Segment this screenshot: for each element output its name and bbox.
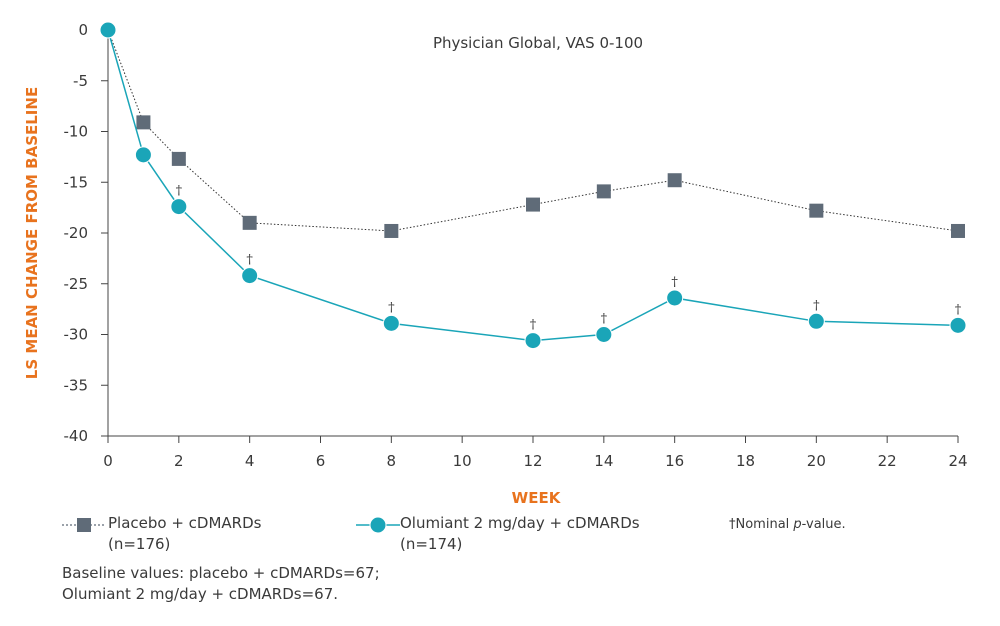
significance-dagger: † — [530, 318, 537, 333]
footnote-italic: p — [793, 517, 802, 532]
legend-placebo-label: Placebo + cDMARDs (n=176) — [108, 513, 261, 555]
significance-dagger: † — [246, 253, 253, 268]
x-tick-label: 20 — [807, 452, 826, 470]
legend-placebo-name: Placebo + cDMARDs — [108, 514, 262, 532]
y-tick-label: -10 — [64, 123, 89, 141]
series-placebo — [99, 21, 965, 238]
legend-placebo: Placebo + cDMARDs (n=176) — [60, 513, 300, 557]
footnote-suffix: -value. — [801, 517, 846, 532]
significance-dagger: † — [671, 275, 678, 290]
y-axis-title: LS MEAN CHANGE FROM BASELINE — [23, 87, 41, 379]
significance-dagger: † — [176, 184, 183, 199]
x-tick-label: 14 — [594, 452, 613, 470]
data-point — [136, 115, 151, 130]
x-tick-label: 8 — [387, 452, 397, 470]
data-point — [807, 312, 825, 330]
legend-placebo-symbol — [62, 518, 106, 532]
baseline-line-2: Olumiant 2 mg/day + cDMARDs=67. — [62, 585, 339, 603]
y-tick-label: -40 — [64, 427, 89, 445]
legend-olumiant-n: (n=174) — [400, 535, 463, 553]
data-point — [134, 146, 152, 164]
data-point — [596, 184, 611, 199]
x-axis-title: WEEK — [512, 489, 562, 507]
data-point — [949, 316, 967, 334]
data-point — [99, 21, 117, 39]
x-tick-label: 0 — [103, 452, 113, 470]
series-layer: † † † † † † † † — [99, 21, 967, 350]
x-tick-label: 2 — [174, 452, 184, 470]
data-point — [384, 223, 399, 238]
chart-title: Physician Global, VAS 0-100 — [433, 34, 643, 52]
axes: 0-5-10-15-20-25-30-35-400 2 4 6 8 10 12 14 16 18 2… — [64, 21, 968, 470]
x-tick-label: 18 — [736, 452, 755, 470]
y-tick-label: -5 — [73, 72, 88, 90]
data-point — [242, 215, 257, 230]
x-tick-label: 12 — [523, 452, 542, 470]
data-point — [382, 314, 400, 332]
series-line — [107, 29, 959, 342]
footnote-prefix: †Nominal — [729, 517, 794, 532]
series-olumiant: † † † † † † † † — [99, 21, 967, 350]
x-tick-label: 6 — [316, 452, 326, 470]
legend-placebo-n: (n=176) — [108, 535, 171, 553]
data-point — [666, 289, 684, 307]
x-tick-label: 4 — [245, 452, 255, 470]
data-point — [524, 332, 542, 350]
significance-dagger: † — [955, 302, 962, 317]
data-point — [951, 223, 965, 238]
significance-dagger: † — [813, 298, 820, 313]
significance-dagger: † — [388, 300, 395, 315]
x-tick-label: 10 — [453, 452, 472, 470]
data-point — [667, 173, 682, 188]
data-point — [595, 326, 613, 343]
legend-olumiant-symbol — [356, 516, 400, 534]
footnote: †Nominal p-value. — [729, 517, 846, 532]
y-tick-label: 0 — [78, 21, 88, 39]
y-tick-label: -30 — [64, 326, 89, 344]
data-point — [809, 203, 824, 218]
x-tick-label: 24 — [948, 452, 967, 470]
legend-olumiant: Olumiant 2 mg/day + cDMARDs (n=174) — [356, 513, 686, 557]
data-point — [171, 151, 186, 166]
y-tick-label: -35 — [64, 376, 89, 394]
x-tick-label: 16 — [665, 452, 684, 470]
x-tick-label: 22 — [878, 452, 897, 470]
significance-dagger: † — [601, 312, 608, 327]
baseline-note: Baseline values: placebo + cDMARDs=67; O… — [62, 563, 380, 605]
data-point — [526, 197, 540, 212]
y-tick-label: -25 — [64, 275, 89, 293]
data-point — [170, 198, 188, 216]
y-tick-label: -15 — [64, 173, 89, 191]
data-point — [241, 267, 259, 285]
baseline-line-1: Baseline values: placebo + cDMARDs=67; — [62, 564, 380, 582]
legend-olumiant-label: Olumiant 2 mg/day + cDMARDs (n=174) — [400, 513, 640, 555]
legend-olumiant-name: Olumiant 2 mg/day + cDMARDs — [400, 514, 640, 532]
series-line — [107, 29, 959, 232]
y-tick-label: -20 — [64, 224, 89, 242]
